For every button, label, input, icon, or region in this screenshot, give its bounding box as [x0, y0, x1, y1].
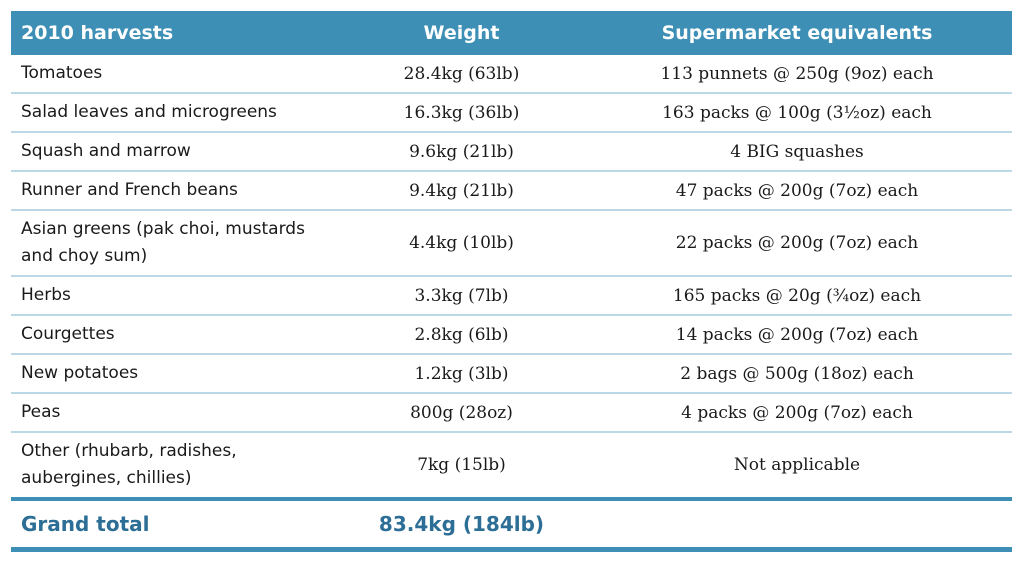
header-weight: Weight — [341, 11, 582, 55]
table-header: 2010 harvests Weight Supermarket equival… — [11, 11, 1012, 55]
table-row: Tomatoes 28.4kg (63lb) 113 punnets @ 250… — [11, 55, 1012, 94]
supermarket-equivalent: Not applicable — [582, 432, 1012, 501]
header-harvests: 2010 harvests — [11, 11, 341, 55]
grand-total-label: Grand total — [11, 499, 341, 552]
table-row: Runner and French beans 9.4kg (21lb) 47 … — [11, 171, 1012, 211]
grand-total-row: Grand total 83.4kg (184lb) — [11, 499, 1012, 552]
crop-name: Asian greens (pak choi, mustards and cho… — [11, 210, 341, 277]
crop-weight: 9.4kg (21lb) — [341, 171, 582, 211]
supermarket-equivalent: 113 punnets @ 250g (9oz) each — [582, 55, 1012, 94]
grand-total-empty-cell — [582, 499, 1012, 552]
crop-name: Courgettes — [11, 315, 341, 355]
table-row: Courgettes 2.8kg (6lb) 14 packs @ 200g (… — [11, 315, 1012, 355]
header-row: 2010 harvests Weight Supermarket equival… — [11, 11, 1012, 55]
crop-name: Squash and marrow — [11, 132, 341, 172]
supermarket-equivalent: 14 packs @ 200g (7oz) each — [582, 315, 1012, 355]
supermarket-equivalent: 4 BIG squashes — [582, 132, 1012, 172]
crop-name: Runner and French beans — [11, 171, 341, 211]
header-equivalents: Supermarket equivalents — [582, 11, 1012, 55]
table-row: Salad leaves and microgreens 16.3kg (36l… — [11, 93, 1012, 133]
table-row: Herbs 3.3kg (7lb) 165 packs @ 20g (¾oz) … — [11, 276, 1012, 316]
table-body: Tomatoes 28.4kg (63lb) 113 punnets @ 250… — [11, 55, 1012, 501]
supermarket-equivalent: 165 packs @ 20g (¾oz) each — [582, 276, 1012, 316]
crop-name: Herbs — [11, 276, 341, 316]
table-row: Squash and marrow 9.6kg (21lb) 4 BIG squ… — [11, 132, 1012, 172]
supermarket-equivalent: 2 bags @ 500g (18oz) each — [582, 354, 1012, 394]
crop-weight: 7kg (15lb) — [341, 432, 582, 501]
grand-total-weight: 83.4kg (184lb) — [341, 499, 582, 552]
supermarket-equivalent: 47 packs @ 200g (7oz) each — [582, 171, 1012, 211]
crop-weight: 3.3kg (7lb) — [341, 276, 582, 316]
table-row: Other (rhubarb, radishes, aubergines, ch… — [11, 432, 1012, 501]
harvest-table: 2010 harvests Weight Supermarket equival… — [11, 11, 1012, 552]
crop-name: Other (rhubarb, radishes, aubergines, ch… — [11, 432, 341, 501]
crop-weight: 9.6kg (21lb) — [341, 132, 582, 172]
table-row: Asian greens (pak choi, mustards and cho… — [11, 210, 1012, 277]
crop-name: New potatoes — [11, 354, 341, 394]
crop-name: Peas — [11, 393, 341, 433]
crop-name: Salad leaves and microgreens — [11, 93, 341, 133]
supermarket-equivalent: 4 packs @ 200g (7oz) each — [582, 393, 1012, 433]
supermarket-equivalent: 22 packs @ 200g (7oz) each — [582, 210, 1012, 277]
supermarket-equivalent: 163 packs @ 100g (3½oz) each — [582, 93, 1012, 133]
crop-weight: 16.3kg (36lb) — [341, 93, 582, 133]
table-row: Peas 800g (28oz) 4 packs @ 200g (7oz) ea… — [11, 393, 1012, 433]
crop-weight: 4.4kg (10lb) — [341, 210, 582, 277]
crop-weight: 800g (28oz) — [341, 393, 582, 433]
crop-weight: 2.8kg (6lb) — [341, 315, 582, 355]
table-row: New potatoes 1.2kg (3lb) 2 bags @ 500g (… — [11, 354, 1012, 394]
table-footer: Grand total 83.4kg (184lb) — [11, 499, 1012, 552]
crop-weight: 28.4kg (63lb) — [341, 55, 582, 94]
crop-name: Tomatoes — [11, 55, 341, 94]
crop-weight: 1.2kg (3lb) — [341, 354, 582, 394]
